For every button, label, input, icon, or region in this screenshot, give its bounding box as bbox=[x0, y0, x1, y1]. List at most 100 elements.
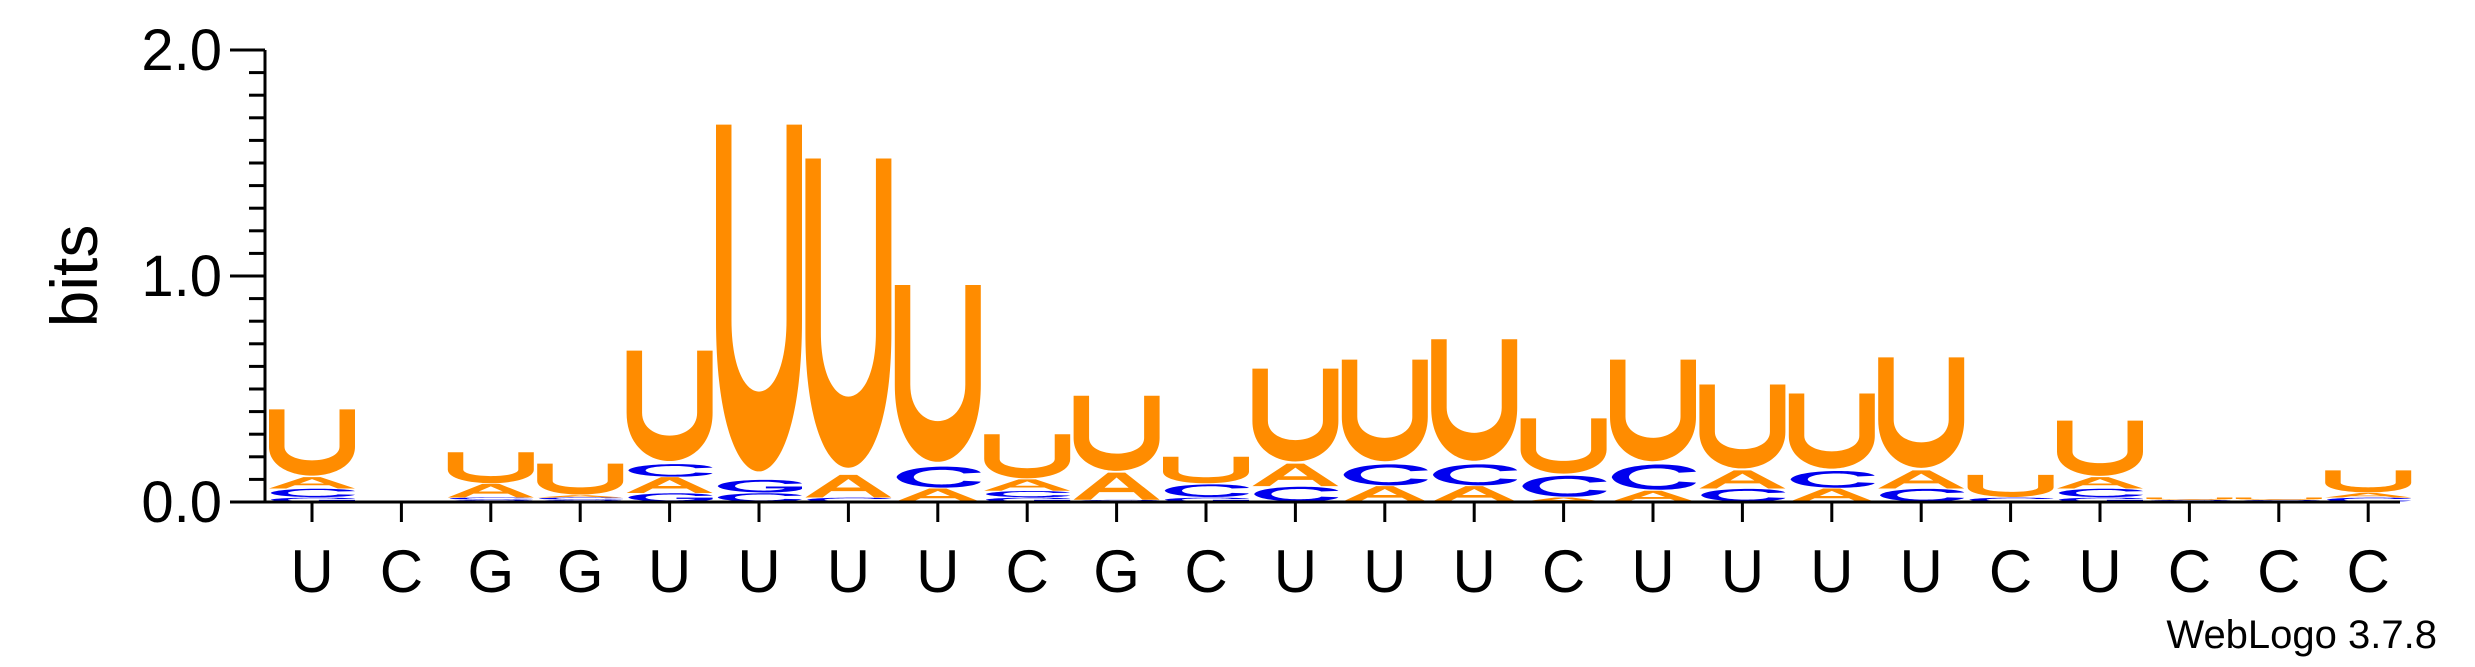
logo-letter-U bbox=[1520, 418, 1607, 474]
x-tick-label: G bbox=[1093, 538, 1140, 605]
logo-column bbox=[1610, 359, 1696, 502]
x-tick-label: U bbox=[1721, 538, 1764, 605]
x-tick-label: C bbox=[1006, 538, 1049, 605]
x-tick-label: U bbox=[827, 538, 870, 605]
logo-letter-C bbox=[1343, 464, 1428, 486]
logo-letter-A bbox=[447, 483, 534, 498]
logo-letter-U bbox=[894, 285, 981, 462]
y-tick-label: 2.0 bbox=[141, 18, 222, 83]
logo-letter-U bbox=[1341, 359, 1428, 462]
y-tick-label: 1.0 bbox=[141, 244, 222, 309]
logo-letter-U bbox=[626, 350, 713, 462]
logo-letter-U bbox=[2057, 420, 2143, 476]
logo-letter-G bbox=[717, 479, 802, 493]
logo-column bbox=[1520, 418, 1607, 502]
y-tick-label: 0.0 bbox=[141, 470, 222, 535]
logo-letter-A bbox=[626, 477, 713, 493]
logo-letter-C bbox=[1790, 471, 1875, 488]
x-tick-label: G bbox=[467, 538, 514, 605]
logo-letter-C bbox=[628, 464, 713, 477]
logo-letter-U bbox=[1073, 395, 1160, 471]
logo-letter-U bbox=[1878, 357, 1965, 468]
x-ticks bbox=[310, 502, 2370, 522]
logo-letter-U bbox=[447, 452, 534, 484]
logo-letter-U bbox=[1967, 474, 2054, 497]
x-tick-label: U bbox=[648, 538, 691, 605]
logo-letter-C bbox=[1522, 475, 1607, 497]
logo-letter-A bbox=[2057, 477, 2143, 489]
logo-stacks bbox=[269, 124, 2412, 502]
logo-letter-U bbox=[1431, 339, 1518, 461]
logo-letter-G bbox=[628, 493, 713, 502]
logo-letter-A bbox=[1699, 470, 1786, 489]
logo-letter-A bbox=[984, 479, 1071, 491]
logo-column bbox=[1788, 393, 1875, 502]
logo-letter-C bbox=[1432, 464, 1518, 486]
logo-letter-A bbox=[805, 474, 892, 498]
x-tick-label: C bbox=[1184, 538, 1227, 605]
logo-column bbox=[626, 350, 713, 502]
x-tick-label: U bbox=[1900, 538, 1943, 605]
x-tick-label: U bbox=[1631, 538, 1674, 605]
x-tick-label: C bbox=[2168, 538, 2211, 605]
logo-column bbox=[1431, 339, 1518, 502]
x-tick-label: C bbox=[380, 538, 423, 605]
x-tick-label: C bbox=[1989, 538, 2032, 605]
logo-letter-C bbox=[1701, 488, 1786, 502]
logo-letter-A bbox=[1252, 463, 1339, 487]
logo-letter-U bbox=[1163, 456, 1249, 484]
logo-letter-C bbox=[1164, 484, 1249, 497]
logo-letter-U bbox=[1699, 384, 1786, 469]
logo-letter-A bbox=[537, 495, 624, 498]
logo-letter-C bbox=[538, 497, 624, 500]
logo-letter-C bbox=[449, 497, 534, 500]
logo-letter-C bbox=[1879, 488, 1965, 502]
logo-letter-U bbox=[1252, 368, 1339, 462]
logo-column bbox=[984, 434, 1071, 502]
logo-letter-A bbox=[269, 477, 355, 489]
logo-letter-C bbox=[1254, 486, 1339, 502]
logo-column bbox=[1252, 368, 1339, 502]
logo-letter-U bbox=[1610, 359, 1696, 462]
logo-column bbox=[2325, 470, 2412, 502]
logo-column bbox=[1699, 384, 1786, 502]
logo-letter-U bbox=[1788, 393, 1875, 469]
x-tick-label: G bbox=[557, 538, 604, 605]
logo-letter-U bbox=[805, 158, 892, 468]
logo-column bbox=[537, 463, 624, 502]
logo-column bbox=[894, 285, 981, 502]
x-tick-label: C bbox=[2347, 538, 2390, 605]
logo-letter-U bbox=[2235, 497, 2322, 500]
logo-letter-C bbox=[1611, 464, 1696, 490]
x-tick-label: C bbox=[2257, 538, 2300, 605]
logo-column bbox=[716, 124, 802, 502]
logo-letter-A bbox=[1610, 490, 1696, 502]
logo-letter-U bbox=[2325, 470, 2412, 493]
logo-letter-U bbox=[269, 409, 355, 476]
logo-letter-U bbox=[2146, 497, 2233, 500]
logo-letter-C bbox=[270, 488, 355, 498]
logo-column bbox=[447, 452, 534, 502]
x-tick-label: U bbox=[737, 538, 780, 605]
logo-column bbox=[1967, 474, 2054, 502]
logo-column bbox=[1163, 456, 1249, 502]
logo-letter-U bbox=[537, 463, 624, 495]
logo-letter-A bbox=[1878, 470, 1965, 489]
logo-letter-A bbox=[1073, 472, 1160, 500]
logo-letter-C bbox=[985, 490, 1071, 498]
x-tick-label: U bbox=[1810, 538, 1853, 605]
logo-letter-C bbox=[896, 466, 981, 488]
logo-column bbox=[1073, 395, 1160, 502]
logo-letter-U bbox=[716, 124, 802, 472]
logo-column bbox=[1878, 357, 1965, 502]
x-tick-label: C bbox=[1542, 538, 1585, 605]
x-tick-label: U bbox=[290, 538, 333, 605]
y-axis-label: bits bbox=[37, 225, 111, 328]
logo-letter-A bbox=[1341, 486, 1428, 502]
logo-letter-C bbox=[717, 493, 802, 502]
y-minor-ticks bbox=[249, 71, 265, 481]
logo-column bbox=[1341, 359, 1428, 502]
logo-letter-U bbox=[984, 434, 1071, 479]
